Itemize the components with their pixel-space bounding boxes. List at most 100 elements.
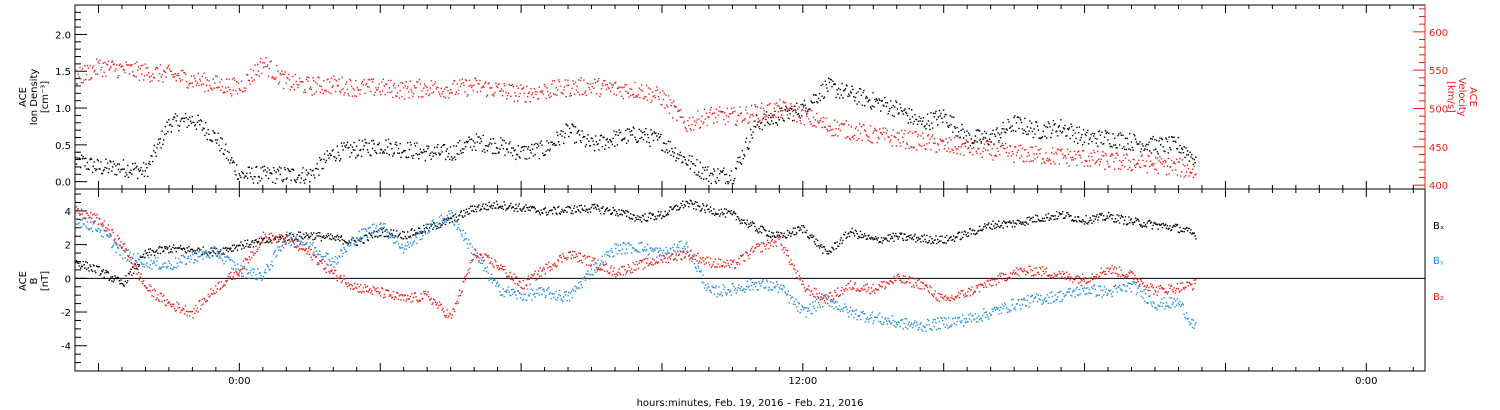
- velocity-point: [200, 84, 203, 86]
- b-by-point: [636, 251, 639, 253]
- b-by-point: [501, 293, 504, 296]
- b-bx-point: [851, 227, 853, 230]
- velocity-point: [434, 81, 437, 83]
- velocity-point: [969, 151, 972, 153]
- b-bx-point: [247, 246, 250, 248]
- b-by-point: [220, 253, 223, 256]
- velocity-point: [1172, 162, 1174, 165]
- density-point: [745, 141, 747, 143]
- velocity-point: [835, 128, 837, 130]
- density-point: [379, 152, 381, 154]
- velocity-point: [480, 90, 482, 92]
- velocity-point: [648, 93, 650, 95]
- density-point: [1140, 148, 1143, 150]
- density-point: [333, 156, 335, 158]
- b-bx-point: [749, 225, 751, 227]
- density-point: [359, 149, 361, 152]
- b-bx-point: [492, 205, 494, 207]
- velocity-point: [1129, 161, 1132, 163]
- velocity-point: [717, 114, 719, 116]
- velocity-point: [1082, 150, 1085, 152]
- b-bx-point: [88, 270, 90, 272]
- density-point: [236, 164, 238, 166]
- b-bx-point: [466, 211, 468, 213]
- density-point: [342, 149, 344, 151]
- b-by-point: [318, 253, 320, 256]
- b-bx-point: [784, 235, 786, 238]
- velocity-point: [844, 137, 847, 139]
- density-point: [223, 153, 225, 156]
- b-bx-point: [1091, 222, 1093, 224]
- density-point: [913, 120, 915, 123]
- b-by-point: [335, 263, 338, 265]
- velocity-point: [760, 102, 763, 104]
- density-point: [1071, 125, 1073, 128]
- velocity-point: [1148, 155, 1150, 158]
- density-point: [848, 93, 850, 95]
- b-bx-point: [1085, 215, 1087, 217]
- density-point: [731, 183, 733, 185]
- density-point: [1084, 133, 1086, 135]
- b-bx-point: [469, 205, 472, 208]
- velocity-point: [226, 90, 229, 93]
- velocity-point: [561, 92, 563, 94]
- b-bx-point: [943, 242, 946, 244]
- velocity-point: [408, 97, 411, 99]
- b-by-point: [241, 275, 243, 277]
- velocity-point: [815, 126, 817, 128]
- velocity-point: [1067, 153, 1070, 156]
- b-bx-point: [790, 235, 792, 237]
- velocity-point: [217, 87, 219, 89]
- b-bx-point: [321, 236, 323, 238]
- b-bx-point: [734, 212, 736, 214]
- density-point: [963, 131, 966, 133]
- b-bx-point: [886, 240, 889, 242]
- velocity-point: [904, 129, 906, 132]
- b-bx-point: [662, 215, 664, 217]
- velocity-point: [1127, 168, 1129, 171]
- b-by-point: [626, 252, 629, 254]
- density-point: [389, 142, 391, 145]
- velocity-point: [1170, 166, 1172, 168]
- b-by-point: [518, 292, 520, 294]
- b-by-point: [131, 256, 133, 258]
- velocity-point: [568, 84, 570, 87]
- b-bx-point: [572, 212, 574, 215]
- velocity-point: [1095, 161, 1097, 163]
- b-bx-point: [644, 213, 646, 215]
- density-point: [310, 174, 312, 176]
- velocity-point: [1086, 160, 1088, 162]
- b-bx-point: [365, 234, 367, 236]
- density-point: [671, 147, 673, 150]
- density-point: [438, 154, 441, 156]
- velocity-point: [193, 75, 195, 77]
- b-by-point: [194, 259, 197, 261]
- velocity-point: [935, 151, 937, 153]
- b-bx-point: [708, 208, 710, 210]
- b-by-point: [200, 255, 203, 257]
- b-bx-point: [298, 235, 301, 237]
- velocity-point: [802, 106, 805, 109]
- velocity-point: [1004, 142, 1007, 145]
- b-bx-point: [1170, 229, 1172, 232]
- b-by-point: [288, 242, 290, 244]
- b-by-point: [423, 231, 425, 233]
- density-point: [756, 124, 759, 126]
- b-by-point: [580, 284, 582, 286]
- density-point: [802, 105, 805, 107]
- b-bx-point: [961, 231, 963, 233]
- b-by-point: [303, 244, 306, 246]
- b-by-point: [636, 249, 638, 252]
- velocity-point: [973, 147, 975, 149]
- b-by-point: [75, 223, 78, 225]
- density-point: [660, 133, 662, 136]
- b-bx-point: [215, 247, 218, 250]
- b-bx-point: [1053, 218, 1055, 221]
- density-point: [1058, 125, 1060, 127]
- b-bx-point: [355, 241, 357, 243]
- b-bx-point: [684, 205, 686, 207]
- velocity-point: [501, 88, 503, 90]
- b-by-point: [510, 295, 512, 297]
- velocity-point: [900, 129, 903, 131]
- velocity-point: [1190, 172, 1192, 174]
